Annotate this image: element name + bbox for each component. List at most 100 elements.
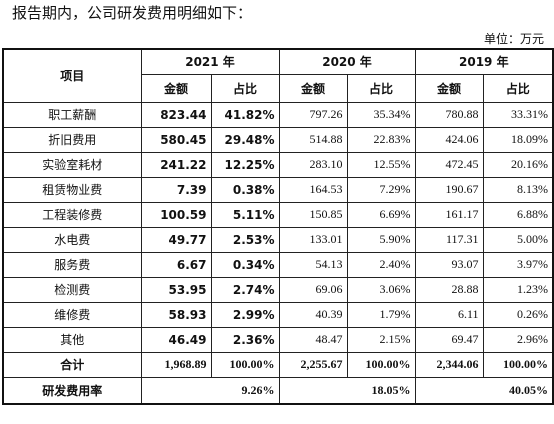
table-row: 折旧费用 580.45 29.48% 514.88 22.83% 424.06 18.09% bbox=[2, 126, 554, 153]
row-2020-amount: 40.39 bbox=[278, 301, 348, 328]
row-2019-amount: 190.67 bbox=[414, 176, 484, 203]
row-2021-share: 41.82% bbox=[210, 101, 280, 128]
row-2020-share: 1.79% bbox=[346, 301, 416, 328]
row-item-name: 工程装修费 bbox=[2, 201, 142, 228]
row-2021-share: 29.48% bbox=[210, 126, 280, 153]
row-2019-amount: 28.88 bbox=[414, 276, 484, 303]
table-row: 服务费 6.67 0.34% 54.13 2.40% 93.07 3.97% bbox=[2, 251, 554, 278]
row-2021-amount: 49.77 bbox=[140, 226, 212, 253]
row-2021-amount: 241.22 bbox=[140, 151, 212, 178]
row-2021-amount: 823.44 bbox=[140, 101, 212, 128]
row-2021-share: 0.38% bbox=[210, 176, 280, 203]
table-row: 维修费 58.93 2.99% 40.39 1.79% 6.11 0.26% bbox=[2, 301, 554, 328]
row-2020-share: 3.06% bbox=[346, 276, 416, 303]
row-2021-amount: 580.45 bbox=[140, 126, 212, 153]
row-2019-share: 2.96% bbox=[482, 326, 554, 353]
row-2019-share: 33.31% bbox=[482, 101, 554, 128]
total-2021-amount: 1,968.89 bbox=[140, 351, 212, 378]
row-2020-amount: 133.01 bbox=[278, 226, 348, 253]
row-2021-amount: 6.67 bbox=[140, 251, 212, 278]
row-2019-amount: 472.45 bbox=[414, 151, 484, 178]
row-2019-share: 6.88% bbox=[482, 201, 554, 228]
row-item-name: 维修费 bbox=[2, 301, 142, 328]
total-2020-amount: 2,255.67 bbox=[278, 351, 348, 378]
unit-label: 单位：万元 bbox=[483, 32, 544, 46]
row-2020-amount: 283.10 bbox=[278, 151, 348, 178]
total-2021-share: 100.00% bbox=[210, 351, 280, 378]
row-2019-share: 8.13% bbox=[482, 176, 554, 203]
table-row: 其他 46.49 2.36% 48.47 2.15% 69.47 2.96% bbox=[2, 326, 554, 353]
rd-expense-table: 项目 2021 年 2020 年 2019 年 金额 占比 金额 占比 金额 占… bbox=[2, 48, 554, 405]
row-2021-share: 12.25% bbox=[210, 151, 280, 178]
table-row: 租赁物业费 7.39 0.38% 164.53 7.29% 190.67 8.13% bbox=[2, 176, 554, 203]
row-item-name: 折旧费用 bbox=[2, 126, 142, 153]
row-2019-amount: 424.06 bbox=[414, 126, 484, 153]
row-2019-amount: 69.47 bbox=[414, 326, 484, 353]
row-item-name: 检测费 bbox=[2, 276, 142, 303]
row-2020-share: 12.55% bbox=[346, 151, 416, 178]
row-item-name: 水电费 bbox=[2, 226, 142, 253]
row-2019-share: 1.23% bbox=[482, 276, 554, 303]
row-2020-share: 6.69% bbox=[346, 201, 416, 228]
header-year-2020: 2020 年 bbox=[278, 48, 416, 75]
rd-ratio-2019: 40.05% bbox=[414, 376, 554, 405]
row-2020-share: 2.40% bbox=[346, 251, 416, 278]
row-2020-amount: 54.13 bbox=[278, 251, 348, 278]
row-item-name: 实验室耗材 bbox=[2, 151, 142, 178]
row-2019-share: 3.97% bbox=[482, 251, 554, 278]
row-2020-amount: 150.85 bbox=[278, 201, 348, 228]
total-2019-amount: 2,344.06 bbox=[414, 351, 484, 378]
header-share: 占比 bbox=[210, 73, 280, 103]
header-year-2021: 2021 年 bbox=[140, 48, 280, 75]
row-2020-amount: 69.06 bbox=[278, 276, 348, 303]
row-2020-share: 22.83% bbox=[346, 126, 416, 153]
header-amount: 金额 bbox=[140, 73, 212, 103]
row-2019-amount: 6.11 bbox=[414, 301, 484, 328]
total-label: 合计 bbox=[2, 351, 142, 378]
total-2020-share: 100.00% bbox=[346, 351, 416, 378]
header-share: 占比 bbox=[482, 73, 554, 103]
header-amount: 金额 bbox=[278, 73, 348, 103]
rd-ratio-row: 研发费用率 9.26% 18.05% 40.05% bbox=[2, 376, 554, 405]
table-row: 职工薪酬 823.44 41.82% 797.26 35.34% 780.88 33.31% bbox=[2, 101, 554, 128]
table-row: 水电费 49.77 2.53% 133.01 5.90% 117.31 5.00% bbox=[2, 226, 554, 253]
header-year-2019: 2019 年 bbox=[414, 48, 554, 75]
intro-text: 报告期内，公司研发费用明细如下： bbox=[12, 4, 253, 22]
table-row: 工程装修费 100.59 5.11% 150.85 6.69% 161.17 6.88% bbox=[2, 201, 554, 228]
row-2019-share: 0.26% bbox=[482, 301, 554, 328]
row-2020-share: 5.90% bbox=[346, 226, 416, 253]
row-2021-amount: 46.49 bbox=[140, 326, 212, 353]
row-2020-amount: 48.47 bbox=[278, 326, 348, 353]
header-amount: 金额 bbox=[414, 73, 484, 103]
rd-ratio-2020: 18.05% bbox=[278, 376, 416, 405]
row-2020-amount: 797.26 bbox=[278, 101, 348, 128]
row-item-name: 服务费 bbox=[2, 251, 142, 278]
row-item-name: 其他 bbox=[2, 326, 142, 353]
row-2021-share: 2.53% bbox=[210, 226, 280, 253]
row-2021-share: 2.74% bbox=[210, 276, 280, 303]
row-2021-share: 2.36% bbox=[210, 326, 280, 353]
table-row: 检测费 53.95 2.74% 69.06 3.06% 28.88 1.23% bbox=[2, 276, 554, 303]
row-2021-share: 0.34% bbox=[210, 251, 280, 278]
row-item-name: 职工薪酬 bbox=[2, 101, 142, 128]
row-2021-amount: 58.93 bbox=[140, 301, 212, 328]
row-2019-share: 18.09% bbox=[482, 126, 554, 153]
total-row: 合计 1,968.89 100.00% 2,255.67 100.00% 2,3… bbox=[2, 351, 554, 378]
header-row-metrics: 金额 占比 金额 占比 金额 占比 bbox=[3, 73, 554, 103]
header-item: 项目 bbox=[2, 48, 142, 103]
row-2020-amount: 164.53 bbox=[278, 176, 348, 203]
row-2019-amount: 117.31 bbox=[414, 226, 484, 253]
row-2019-share: 20.16% bbox=[482, 151, 554, 178]
row-2020-share: 7.29% bbox=[346, 176, 416, 203]
header-share: 占比 bbox=[346, 73, 416, 103]
row-2019-share: 5.00% bbox=[482, 226, 554, 253]
row-2019-amount: 161.17 bbox=[414, 201, 484, 228]
row-2021-share: 2.99% bbox=[210, 301, 280, 328]
rd-ratio-label: 研发费用率 bbox=[2, 376, 142, 405]
row-item-name: 租赁物业费 bbox=[2, 176, 142, 203]
row-2019-amount: 780.88 bbox=[414, 101, 484, 128]
row-2020-share: 35.34% bbox=[346, 101, 416, 128]
table-row: 实验室耗材 241.22 12.25% 283.10 12.55% 472.45 20.16… bbox=[2, 151, 554, 178]
row-2020-amount: 514.88 bbox=[278, 126, 348, 153]
header-row-years: 项目 2021 年 2020 年 2019 年 bbox=[2, 48, 554, 103]
